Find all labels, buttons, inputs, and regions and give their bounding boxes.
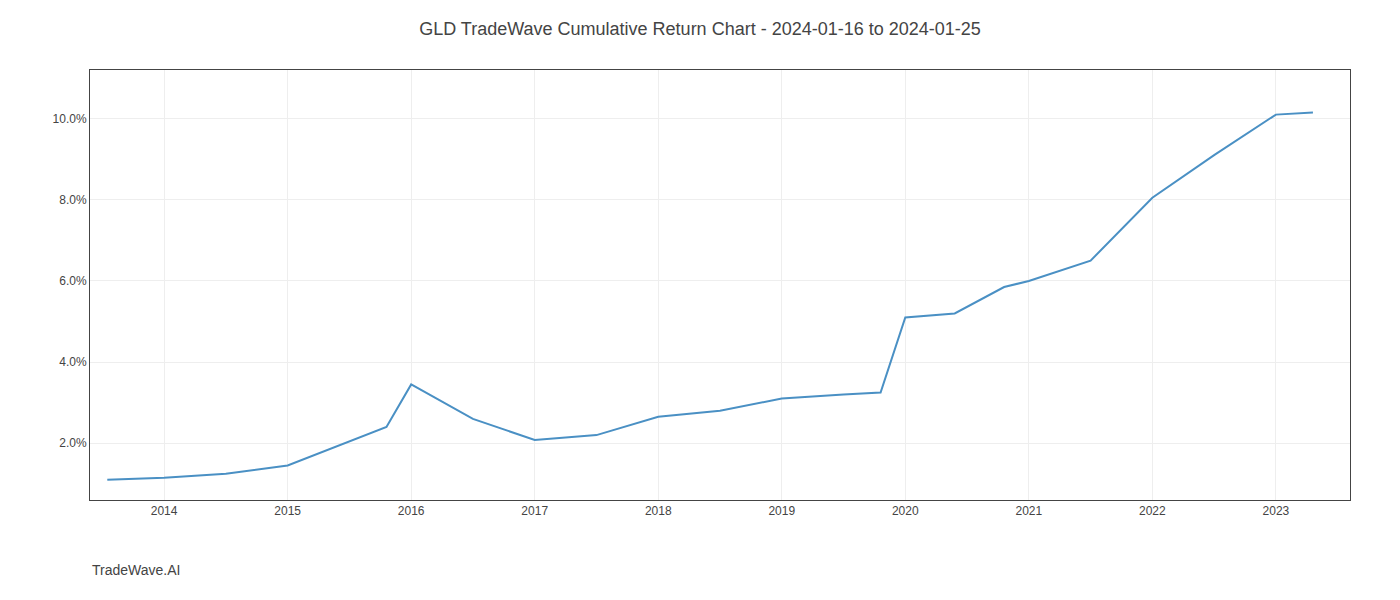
svg-text:2.0%: 2.0% xyxy=(59,436,87,450)
svg-text:2014: 2014 xyxy=(151,504,178,518)
svg-text:2021: 2021 xyxy=(1015,504,1042,518)
svg-text:6.0%: 6.0% xyxy=(59,274,87,288)
svg-text:2018: 2018 xyxy=(645,504,672,518)
svg-text:10.0%: 10.0% xyxy=(53,112,87,126)
svg-text:2016: 2016 xyxy=(398,504,425,518)
svg-text:2023: 2023 xyxy=(1263,504,1290,518)
svg-text:2015: 2015 xyxy=(274,504,301,518)
svg-text:2017: 2017 xyxy=(521,504,548,518)
svg-text:4.0%: 4.0% xyxy=(59,355,87,369)
svg-text:2019: 2019 xyxy=(768,504,795,518)
svg-text:8.0%: 8.0% xyxy=(59,193,87,207)
svg-text:TradeWave.AI: TradeWave.AI xyxy=(92,562,180,578)
svg-text:GLD TradeWave Cumulative Retur: GLD TradeWave Cumulative Return Chart - … xyxy=(419,19,981,39)
svg-text:2020: 2020 xyxy=(892,504,919,518)
svg-text:2022: 2022 xyxy=(1139,504,1166,518)
